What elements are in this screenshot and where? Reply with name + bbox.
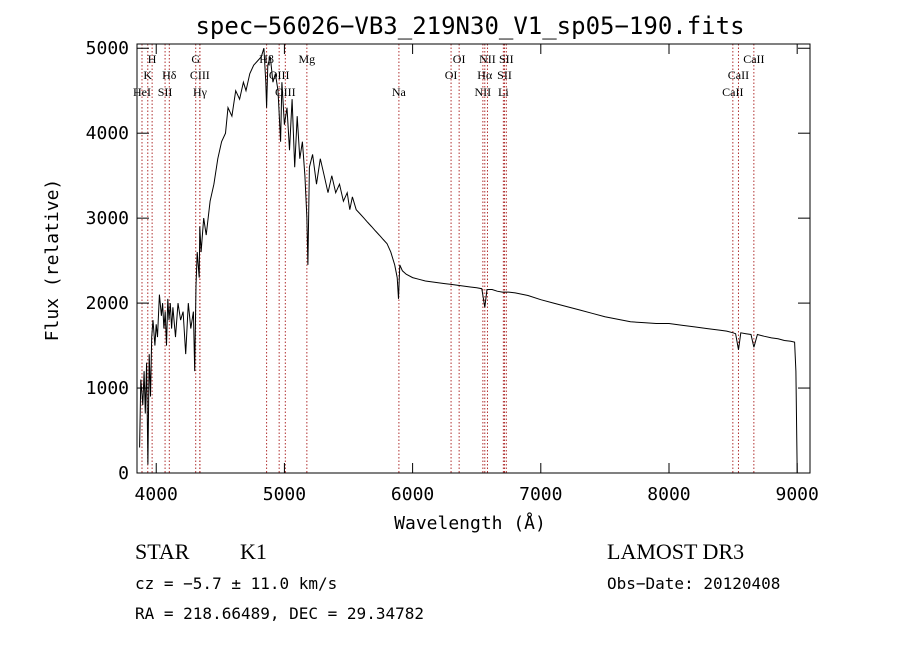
line-label: HeI [133,85,151,99]
line-label: Na [392,85,407,99]
survey-name: LAMOST DR3 [607,539,744,564]
x-axis-ticks: 4000 5000 6000 7000 8000 9000 [135,44,819,505]
line-label: Li [498,85,509,99]
spectrum-line [139,48,798,474]
line-label: Hα [477,68,493,82]
y-axis-ticks: 0 1000 2000 3000 4000 5000 [86,38,810,484]
y-tick-label: 0 [118,463,129,484]
line-label: SII [158,85,173,99]
line-label: K [143,68,152,82]
line-label: Hβ [259,52,274,66]
line-label: Mg [299,52,316,66]
line-label: OIII [275,85,296,99]
line-label: H [148,52,157,66]
line-label: Hδ [162,68,177,82]
spectral-line-markers [141,44,755,473]
y-tick-label: 4000 [86,123,129,144]
line-label: SII [497,68,512,82]
plot-frame [136,43,811,474]
ra-dec-coordinates: RA = 218.66489, DEC = 29.34782 [135,604,424,623]
x-tick-label: 6000 [391,484,434,505]
chart-title: spec−56026−VB3_219N30_V1_sp05−190.fits [195,12,744,40]
x-tick-label: 9000 [776,484,819,505]
line-label: Hγ [193,85,208,99]
line-label: CaII [722,85,743,99]
line-label: NII [479,52,496,66]
line-label: OI [445,68,458,82]
y-tick-label: 1000 [86,378,129,399]
line-label: NII [475,85,492,99]
line-label: SII [499,52,514,66]
x-tick-label: 8000 [647,484,690,505]
y-tick-label: 2000 [86,293,129,314]
line-label: CaII [728,68,749,82]
y-tick-label: 5000 [86,38,129,59]
y-tick-label: 3000 [86,208,129,229]
y-axis-label: Flux (relative) [42,179,63,342]
object-class: STAR [135,539,190,564]
line-label: OI [453,52,466,66]
x-tick-label: 4000 [135,484,178,505]
observation-date: Obs−Date: 20120408 [607,574,780,593]
redshift-velocity: cz = −5.7 ± 11.0 km/s [135,574,337,593]
x-tick-label: 5000 [263,484,306,505]
x-axis-label: Wavelength (Å) [394,512,546,534]
line-label: CaII [743,52,764,66]
x-tick-label: 7000 [519,484,562,505]
line-label: CIII [190,68,210,82]
object-subclass: K1 [240,539,267,564]
line-label: G [191,52,200,66]
